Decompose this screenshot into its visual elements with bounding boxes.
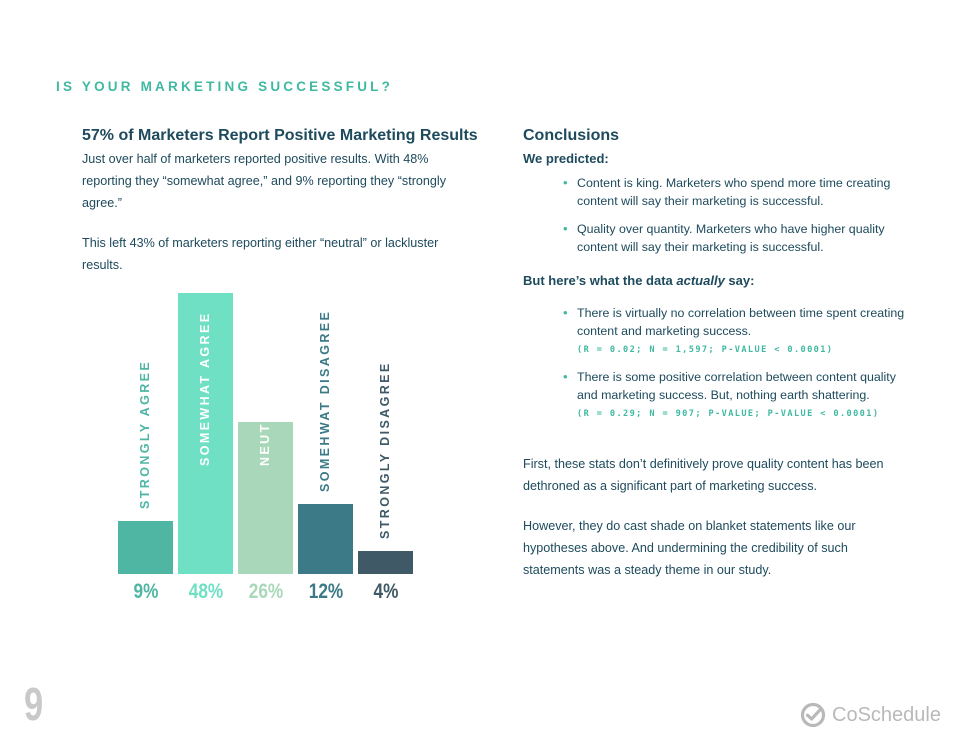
bar-value-label: 9% [133,580,158,603]
brand-name: CoSchedule [832,703,941,726]
bar-4 [358,551,413,574]
coschedule-logo: CoSchedule [800,702,941,728]
section-title: IS YOUR MARKETING SUCCESSFUL? [56,79,394,94]
findings-list: There is virtually no correlation betwee… [563,304,908,421]
page-number: 9 [24,678,44,730]
bar-category-label: NEUTRAL [257,389,272,466]
predictions-list: Content is king. Marketers who spend mor… [563,174,908,256]
data-label-pre: But here’s what the data [523,273,677,288]
bar-category-label: STRONGLY DISAGREE [377,361,392,539]
conclusion-paragraph-2: However, they do cast shade on blanket s… [523,519,856,577]
left-paragraph-2: This left 43% of marketers reporting eit… [82,236,439,272]
finding-text: There is virtually no correlation betwee… [577,306,905,338]
prediction-item: Content is king. Marketers who spend mor… [563,174,908,210]
bar-2 [238,422,293,574]
bar-value-label: 26% [248,580,283,603]
bar-category-label: STRONGLY AGREE [137,359,152,509]
bar-3 [298,504,353,574]
data-label: But here’s what the data actually say: [523,273,754,288]
bar-1 [178,293,233,574]
left-paragraph-1: Just over half of marketers reported pos… [82,152,447,210]
bar-category-label: SOMEHWAT DISAGREE [317,309,332,492]
prediction-item: Quality over quantity. Marketers who hav… [563,220,908,256]
coschedule-check-icon [800,702,826,728]
predicted-label: We predicted: [523,151,609,166]
finding-item: There is some positive correlation betwe… [563,368,908,421]
data-label-post: say: [724,273,755,288]
bar-0 [118,521,173,574]
finding-stat: (R = 0.02; N = 1,597; P-VALUE < 0.0001) [577,345,834,355]
bar-value-label: 4% [373,580,398,603]
conclusions-heading: Conclusions [523,127,620,144]
bar-value-label: 12% [308,580,343,603]
bar-category-label: SOMEWHAT AGREE [197,311,212,466]
finding-stat: (R = 0.29; N = 907; P-VALUE; P-VALUE < 0… [577,409,880,419]
finding-text: There is some positive correlation betwe… [577,370,896,402]
data-label-emphasis: actually [676,273,725,288]
left-heading: 57% of Marketers Report Positive Marketi… [82,127,478,144]
conclusion-paragraph-1: First, these stats don’t definitively pr… [523,457,884,493]
finding-item: There is virtually no correlation betwee… [563,304,908,357]
bar-value-label: 48% [188,580,223,603]
